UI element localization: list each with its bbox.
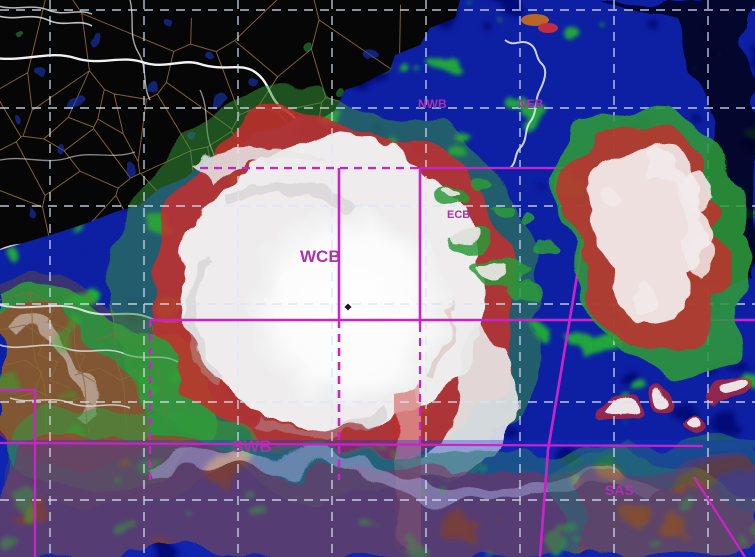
svg-text:NWB: NWB	[418, 97, 447, 111]
svg-text:WCB: WCB	[300, 247, 341, 266]
svg-text:ECB: ECB	[447, 209, 470, 221]
svg-text:SWB: SWB	[232, 437, 272, 456]
svg-text:NEB: NEB	[518, 97, 544, 111]
svg-text:SAS: SAS	[605, 482, 634, 498]
